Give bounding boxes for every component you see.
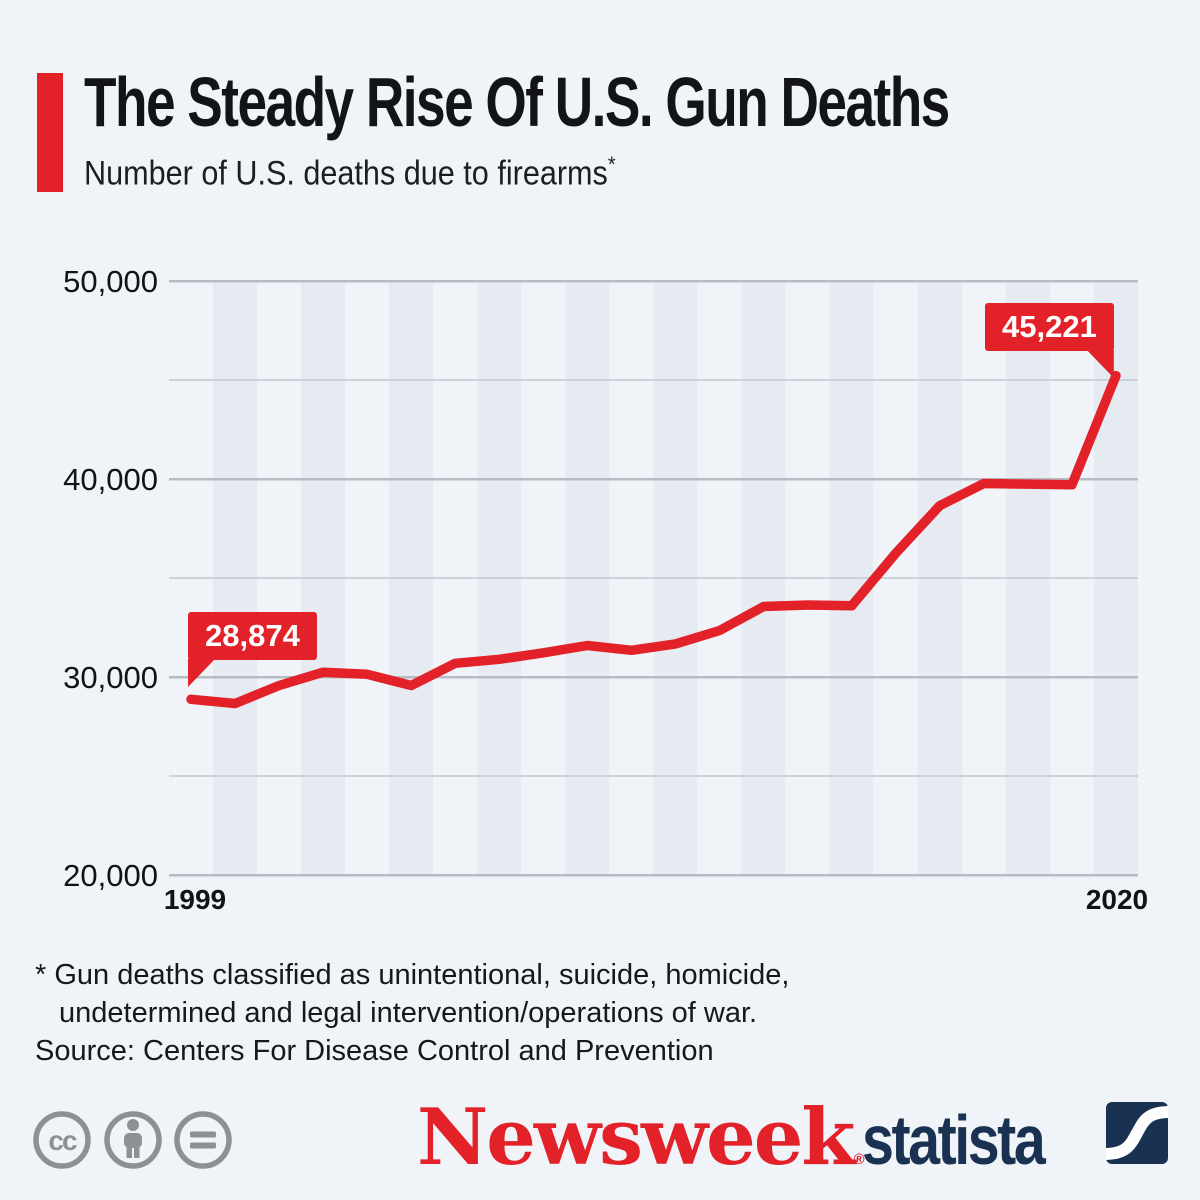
footnote: * Gun deaths classified as unintentional… bbox=[35, 956, 789, 1032]
registered-mark: ® bbox=[853, 1151, 864, 1168]
newsweek-logo-text: Newsweek bbox=[417, 1092, 855, 1183]
data-callout-1999: 28,874 bbox=[188, 612, 317, 687]
y-axis-tick-20000: 20,000 bbox=[63, 858, 158, 893]
page-title-text: The Steady Rise Of U.S. Gun Deaths bbox=[84, 63, 950, 141]
page-subtitle: Number of U.S. deaths due to firearms* bbox=[84, 152, 675, 193]
y-axis-tick-30000: 30,000 bbox=[63, 660, 158, 695]
footnote-line-2: undetermined and legal intervention/oper… bbox=[59, 997, 758, 1029]
x-axis-tick-1999: 1999 bbox=[163, 884, 227, 915]
newsweek-logo: Newsweek® bbox=[417, 1092, 865, 1183]
page-subtitle-text: Number of U.S. deaths due to firearms bbox=[84, 154, 608, 193]
cc-icon bbox=[33, 1111, 91, 1169]
callout-tail bbox=[188, 659, 215, 687]
statista-logo-text: statista bbox=[862, 1101, 1046, 1179]
data-callout-2020-value: 45,221 bbox=[1002, 309, 1097, 344]
statista-logo-mark bbox=[1106, 1102, 1168, 1164]
x-axis-tick-2020: 2020 bbox=[1085, 884, 1149, 915]
statista-logo: statista bbox=[862, 1100, 1083, 1180]
data-callout-2020: 45,221 bbox=[985, 303, 1114, 378]
footnote-marker: * bbox=[607, 152, 616, 177]
y-axis-tick-50000: 50,000 bbox=[63, 264, 158, 299]
source-credit: Source: Centers For Disease Control and … bbox=[35, 1035, 714, 1067]
title-accent-bar bbox=[37, 73, 63, 192]
y-axis-tick-40000: 40,000 bbox=[63, 462, 158, 497]
footnote-line-1: * Gun deaths classified as unintentional… bbox=[35, 959, 790, 991]
cc-icon-glyph: cc bbox=[48, 1125, 77, 1156]
callout-tail bbox=[1086, 350, 1114, 378]
attribution-icon bbox=[104, 1111, 162, 1169]
no-derivatives-icon bbox=[174, 1111, 232, 1169]
cc-license-icons: cc bbox=[33, 1111, 232, 1169]
data-callout-1999-value: 28,874 bbox=[205, 618, 300, 653]
page-title: The Steady Rise Of U.S. Gun Deaths bbox=[84, 62, 1200, 142]
